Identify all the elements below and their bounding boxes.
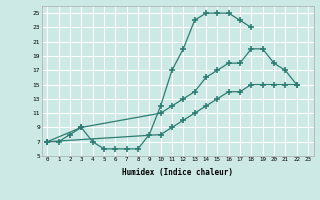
X-axis label: Humidex (Indice chaleur): Humidex (Indice chaleur) xyxy=(122,168,233,177)
